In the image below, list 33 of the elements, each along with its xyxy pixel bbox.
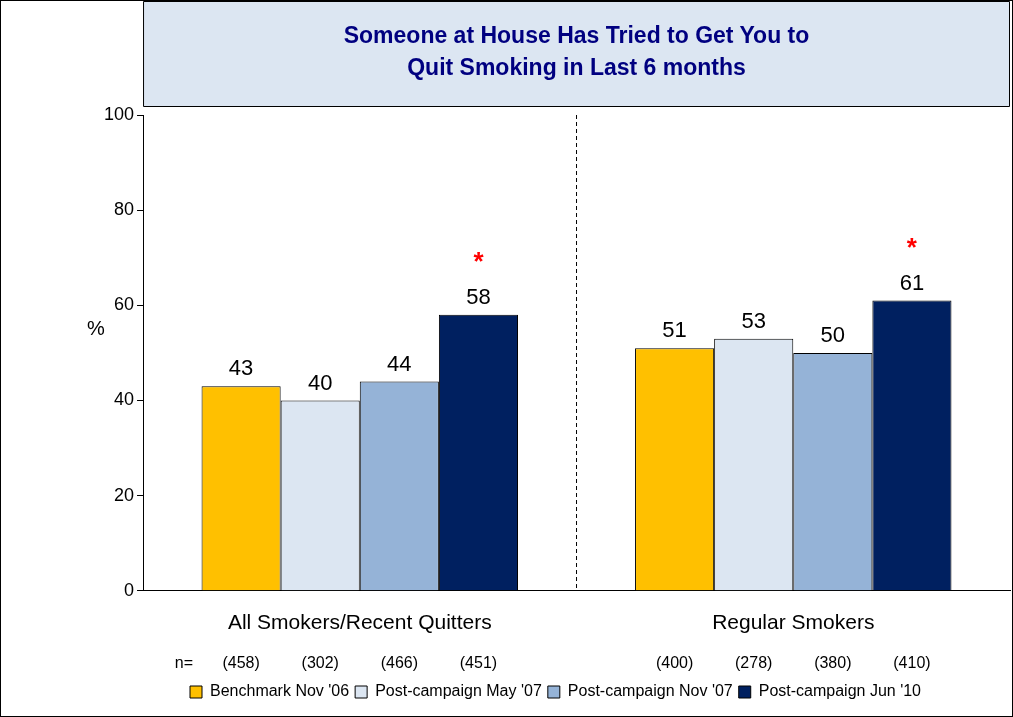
legend-label: Post-campaign Nov '07 (567, 682, 733, 700)
text: (380) (814, 654, 852, 672)
data-label: 44 (387, 350, 412, 376)
text: (410) (893, 654, 931, 672)
y-tick-label: 20 (114, 484, 135, 505)
data-label: 50 (820, 321, 846, 347)
text: (400) (655, 654, 694, 672)
text: (302) (301, 654, 339, 672)
text: (451) (459, 654, 498, 672)
data-label: 53 (741, 307, 766, 333)
y-tick-label: 100 (103, 103, 135, 124)
annotation: * (473, 246, 485, 277)
data-label: 40 (307, 369, 333, 395)
data-label: 61 (899, 269, 925, 295)
text: (466) (380, 654, 419, 672)
y-tick-label: 80 (114, 199, 135, 220)
legend-label: Post-campaign May '07 (375, 682, 542, 700)
data-label: 58 (466, 283, 491, 309)
data-label: 43 (228, 355, 254, 381)
y-tick-label: 40 (114, 389, 135, 410)
y-axis-title: % (87, 316, 106, 339)
legend-label: Benchmark Nov '06 (210, 682, 350, 700)
chart-title: Someone at House Has Tried to Get You to Quit Smoking in Last 6 months (343, 22, 810, 81)
x-tick-label: Regular Smokers (712, 610, 875, 634)
y-tick-label: 0 (124, 579, 135, 600)
data-label: 51 (662, 317, 687, 343)
annotation: * (906, 231, 918, 262)
x-tick-label: All Smokers/Recent Quitters (227, 610, 492, 634)
text: (458) (222, 654, 260, 672)
y-tick-label: 60 (114, 294, 135, 315)
text: (278) (735, 654, 773, 672)
text: n= (174, 654, 194, 672)
legend-label: Post-campaign Jun '10 (758, 682, 922, 700)
